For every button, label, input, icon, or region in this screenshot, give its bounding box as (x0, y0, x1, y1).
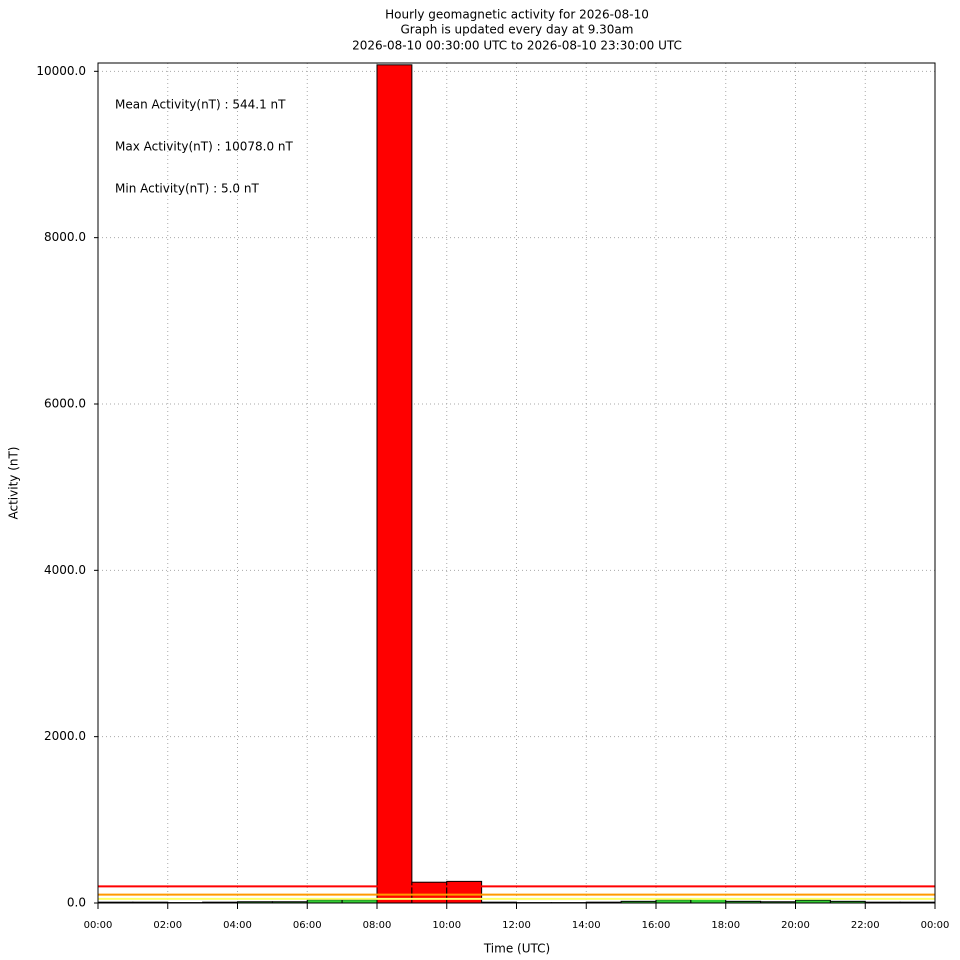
annotation: Min Activity(nT) : 5.0 nT (115, 182, 259, 196)
annotation: Mean Activity(nT) : 544.1 nT (115, 98, 286, 112)
x-tick-label: 14:00 (572, 920, 601, 931)
chart-subtitle: 2026-08-10 00:30:00 UTC to 2026-08-10 23… (352, 39, 682, 53)
bar (376, 64, 413, 904)
y-tick-label: 10000.0 (36, 64, 86, 78)
chart-title: Hourly geomagnetic activity for 2026-08-… (385, 8, 649, 22)
plot-frame (97, 62, 936, 904)
annotation: Max Activity(nT) : 10078.0 nT (115, 140, 294, 154)
x-tick-label: 20:00 (781, 920, 810, 931)
chart-subtitle: Graph is updated every day at 9.30am (401, 23, 634, 37)
x-tick-label: 02:00 (153, 920, 182, 931)
y-tick-label: 8000.0 (44, 230, 86, 244)
x-tick-label: 12:00 (502, 920, 531, 931)
y-axis-label: Activity (nT) (7, 447, 21, 520)
x-tick-label: 06:00 (293, 920, 322, 931)
x-tick-label: 16:00 (642, 920, 671, 931)
x-axis-label: Time (UTC) (483, 942, 550, 956)
x-tick-label: 00:00 (921, 920, 950, 931)
y-tick-label: 2000.0 (44, 729, 86, 743)
x-tick-label: 18:00 (711, 920, 740, 931)
y-tick-label: 4000.0 (44, 563, 86, 577)
x-tick-label: 22:00 (851, 920, 880, 931)
y-tick-label: 6000.0 (44, 396, 86, 410)
bar (411, 881, 448, 904)
x-tick-label: 04:00 (223, 920, 252, 931)
y-tick-label: 0.0 (67, 896, 86, 910)
x-tick-label: 00:00 (84, 920, 113, 931)
x-tick-label: 08:00 (363, 920, 392, 931)
x-tick-label: 10:00 (432, 920, 461, 931)
